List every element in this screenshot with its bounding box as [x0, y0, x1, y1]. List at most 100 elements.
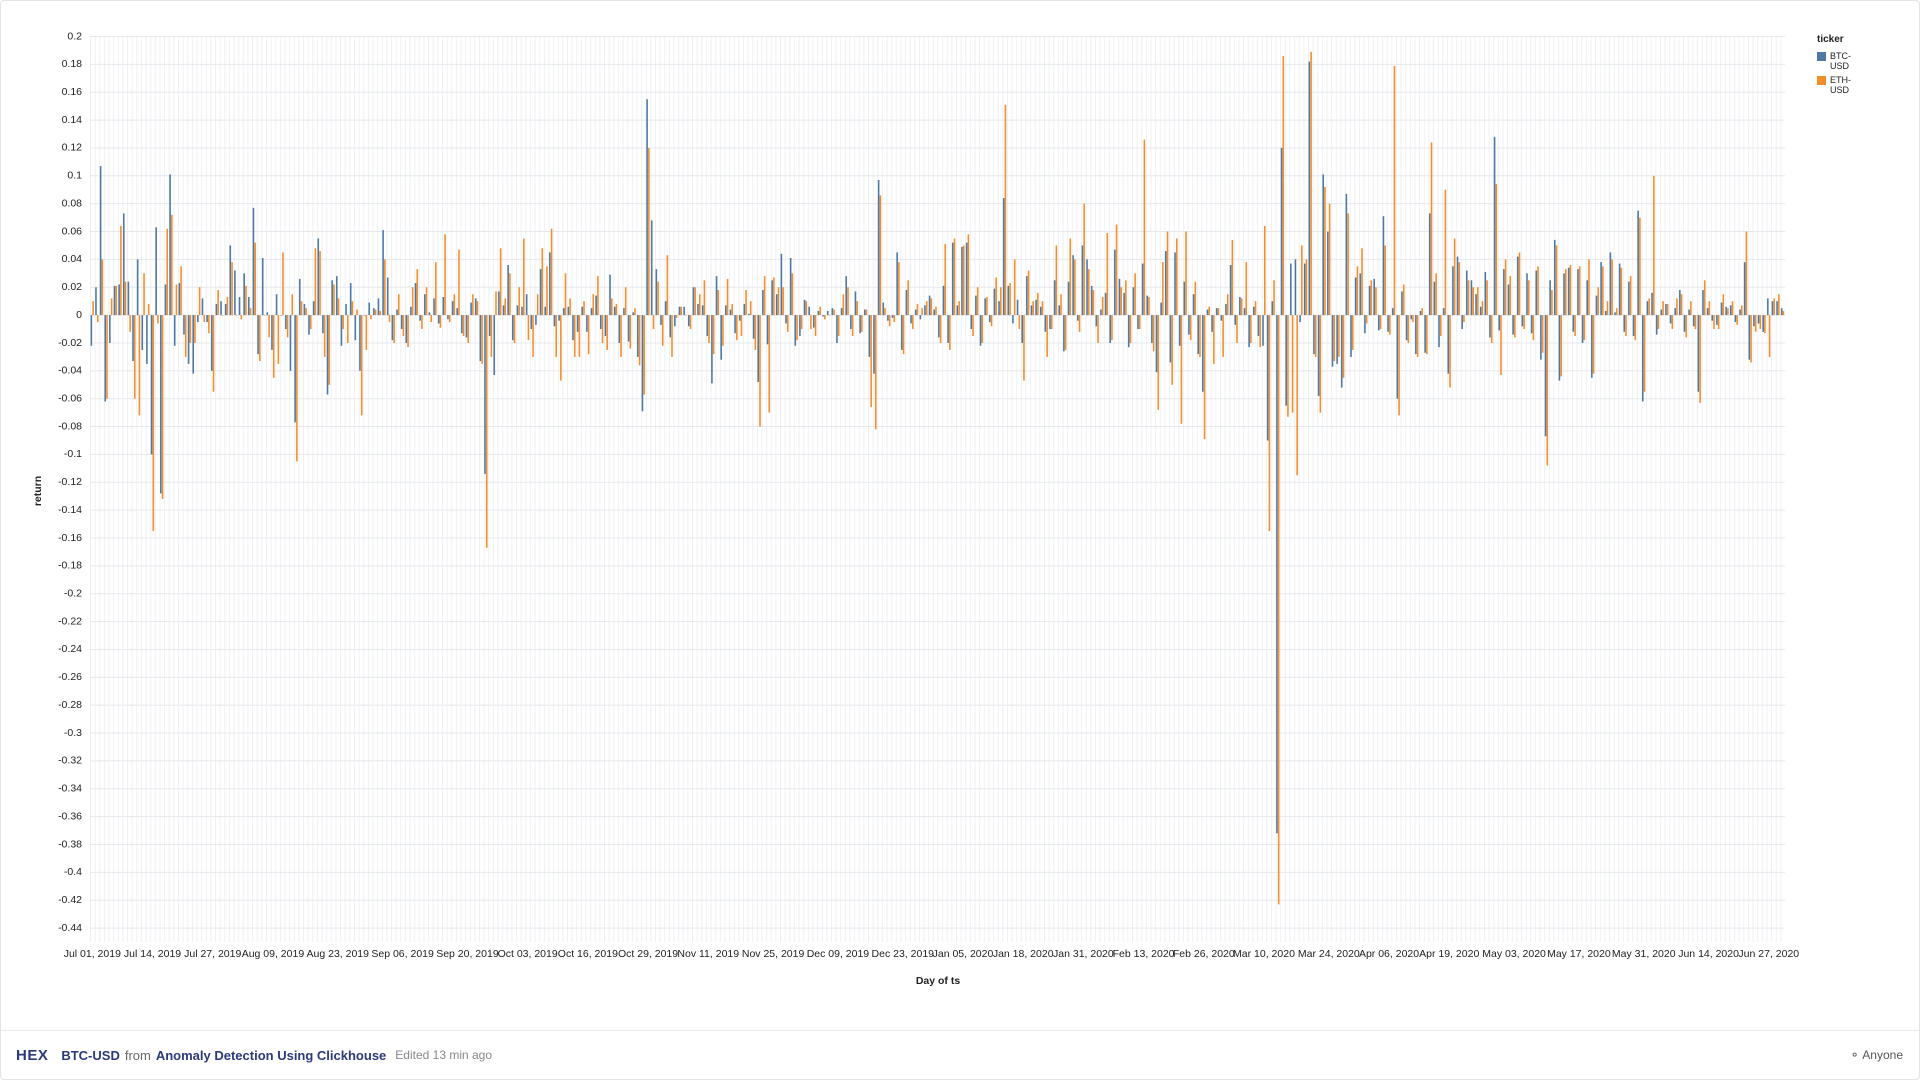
- bar: [930, 298, 933, 316]
- bar: [555, 315, 558, 357]
- bar: [1364, 315, 1366, 334]
- bar: [1447, 315, 1450, 374]
- bar: [1648, 298, 1650, 316]
- bar: [275, 294, 278, 316]
- bar: [882, 302, 885, 316]
- bar: [1049, 315, 1051, 330]
- bar: [481, 315, 483, 364]
- bar: [1317, 315, 1320, 396]
- bar: [410, 306, 412, 316]
- bar: [1276, 315, 1278, 834]
- x-tick-label: May 03, 2020: [1482, 948, 1546, 960]
- bar: [637, 315, 639, 357]
- bar: [456, 308, 459, 316]
- bar: [1461, 315, 1463, 330]
- sharing[interactable]: ⚬ Anyone: [1849, 1048, 1903, 1062]
- bar: [124, 281, 127, 316]
- bar: [1009, 283, 1011, 316]
- bar: [322, 315, 324, 334]
- bar: [1583, 315, 1586, 341]
- bar: [924, 305, 926, 316]
- bar: [363, 315, 366, 316]
- bar: [666, 255, 669, 316]
- x-tick-label: Feb 26, 2020: [1173, 948, 1235, 960]
- bar: [1319, 315, 1322, 413]
- bar: [1123, 292, 1125, 316]
- bar: [893, 315, 896, 323]
- bar: [391, 315, 394, 341]
- bar: [106, 315, 108, 399]
- y-tick-label: 0.18: [62, 58, 83, 70]
- bar: [752, 315, 755, 339]
- bar: [1342, 315, 1345, 378]
- bar: [1226, 294, 1229, 316]
- bar: [1606, 301, 1609, 316]
- bar: [285, 315, 287, 330]
- bar: [451, 301, 454, 316]
- y-tick-label: 0.2: [67, 30, 82, 42]
- bar: [874, 315, 877, 430]
- bar: [1405, 315, 1408, 341]
- bar: [1416, 315, 1419, 357]
- bar: [951, 242, 954, 316]
- x-tick-label: Sep 06, 2019: [371, 948, 434, 960]
- bar: [231, 262, 233, 316]
- bar: [993, 288, 996, 316]
- legend-item[interactable]: ETH-USD: [1817, 75, 1854, 95]
- bar: [879, 195, 882, 316]
- bar: [347, 315, 349, 343]
- bar: [967, 234, 970, 316]
- footer: HEX BTC-USD from Anomaly Detection Using…: [1, 1030, 1919, 1079]
- bar: [1013, 259, 1016, 316]
- y-tick-label: -0.18: [58, 560, 82, 572]
- project-link[interactable]: Anomaly Detection Using Clickhouse: [155, 1047, 387, 1063]
- bar: [817, 310, 820, 316]
- bar: [1384, 245, 1386, 316]
- bar: [1493, 136, 1496, 316]
- bar: [1486, 280, 1488, 316]
- cell-name[interactable]: BTC-USD: [61, 1047, 120, 1063]
- bar: [349, 283, 352, 316]
- bar: [722, 315, 724, 346]
- bar: [958, 301, 960, 316]
- bar: [831, 308, 834, 316]
- bar: [845, 276, 848, 316]
- bar: [272, 315, 275, 378]
- bar: [1285, 315, 1287, 406]
- bar: [437, 315, 440, 324]
- bar: [1345, 193, 1348, 316]
- bar: [1081, 245, 1084, 316]
- bar: [674, 315, 676, 327]
- bar: [648, 147, 650, 316]
- bar: [1053, 280, 1056, 316]
- bar: [754, 315, 757, 350]
- legend-item[interactable]: BTC-USD: [1817, 51, 1854, 71]
- bar: [470, 302, 472, 316]
- bar: [1551, 290, 1553, 316]
- bar: [1421, 308, 1424, 316]
- bar: [1521, 315, 1524, 327]
- bar: [305, 308, 307, 316]
- bar: [493, 315, 496, 376]
- bar: [1359, 273, 1362, 316]
- bar: [220, 301, 222, 316]
- bar: [198, 287, 201, 316]
- bar: [1259, 315, 1261, 348]
- bar: [248, 297, 250, 316]
- bar: [1231, 239, 1234, 316]
- y-tick-label: -0.02: [58, 337, 82, 349]
- bar: [530, 315, 533, 330]
- legend: ticker BTC-USD ETH-USD: [1817, 34, 1854, 99]
- bar: [1194, 281, 1197, 316]
- bar: [1472, 287, 1474, 316]
- bar: [1428, 213, 1431, 316]
- bar: [319, 251, 321, 316]
- logo[interactable]: HEX: [16, 1046, 49, 1064]
- bar: [1741, 305, 1743, 316]
- bar: [1412, 315, 1414, 323]
- bar: [928, 295, 931, 316]
- bar: [1002, 198, 1005, 316]
- bar: [400, 315, 403, 330]
- bar: [359, 315, 361, 371]
- bar: [590, 308, 593, 316]
